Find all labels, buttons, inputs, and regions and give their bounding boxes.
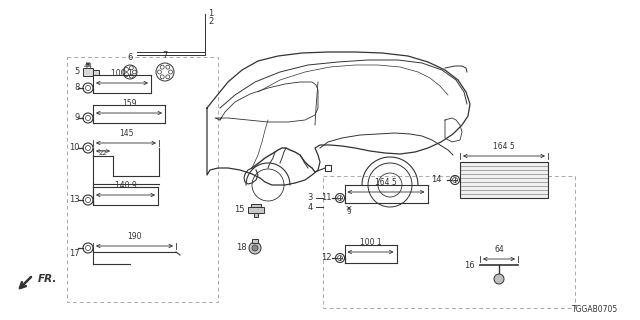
Text: 1: 1 — [208, 10, 213, 19]
Bar — [93, 70, 99, 75]
Text: 7: 7 — [163, 51, 168, 60]
Bar — [252, 239, 258, 243]
Text: 140 9: 140 9 — [115, 181, 136, 190]
Bar — [83, 68, 93, 76]
Text: 15: 15 — [234, 205, 245, 214]
Text: 16: 16 — [465, 260, 475, 269]
Text: 17: 17 — [69, 250, 80, 259]
Text: FR.: FR. — [38, 274, 58, 284]
Text: TGGAB0705: TGGAB0705 — [572, 305, 618, 314]
Bar — [325, 165, 331, 171]
Text: 2: 2 — [208, 18, 213, 27]
Text: 18: 18 — [236, 244, 247, 252]
Bar — [248, 207, 264, 213]
Text: 164 5: 164 5 — [375, 178, 397, 187]
Text: 11: 11 — [321, 194, 332, 203]
Text: 64: 64 — [494, 245, 504, 254]
Bar — [254, 213, 258, 217]
Circle shape — [494, 274, 504, 284]
Text: 9: 9 — [346, 209, 351, 215]
Bar — [323, 176, 575, 308]
Text: 9: 9 — [75, 114, 80, 123]
Text: 145: 145 — [119, 129, 133, 138]
Text: 4: 4 — [308, 203, 313, 212]
Text: 3: 3 — [308, 194, 313, 203]
Circle shape — [249, 242, 261, 254]
Text: 44: 44 — [84, 63, 92, 69]
Text: 12: 12 — [321, 253, 332, 262]
Text: 190: 190 — [127, 232, 141, 241]
Text: 100 1: 100 1 — [111, 69, 133, 78]
Text: 8: 8 — [75, 84, 80, 92]
Text: 5: 5 — [75, 68, 80, 76]
Text: 22: 22 — [99, 150, 108, 156]
Text: 159: 159 — [122, 99, 136, 108]
Bar — [251, 204, 261, 207]
Text: 6: 6 — [127, 53, 132, 62]
Text: 100 1: 100 1 — [360, 238, 381, 247]
Circle shape — [252, 245, 258, 251]
Bar — [460, 162, 548, 198]
Text: 14: 14 — [431, 175, 442, 185]
Bar — [67, 57, 218, 302]
Text: 10: 10 — [70, 143, 80, 153]
Text: 164 5: 164 5 — [493, 142, 515, 151]
Text: 13: 13 — [69, 196, 80, 204]
